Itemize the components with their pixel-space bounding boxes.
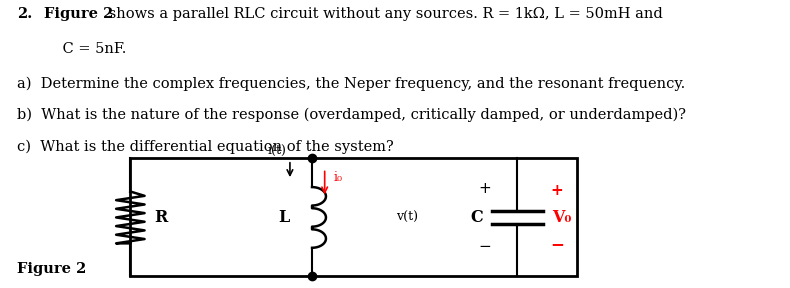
Text: c)  What is the differential equation of the system?: c) What is the differential equation of … xyxy=(17,140,394,154)
Text: b)  What is the nature of the response (overdamped, critically damped, or underd: b) What is the nature of the response (o… xyxy=(17,108,687,122)
Text: 2.: 2. xyxy=(17,7,32,21)
Text: a)  Determine the complex frequencies, the Neper frequency, and the resonant fre: a) Determine the complex frequencies, th… xyxy=(17,76,686,91)
Text: shows a parallel RLC circuit without any sources. R = 1kΩ, L = 50mH and: shows a parallel RLC circuit without any… xyxy=(104,7,663,21)
Text: C = 5nF.: C = 5nF. xyxy=(44,42,126,56)
Text: +: + xyxy=(478,181,491,196)
Text: L: L xyxy=(279,209,290,226)
Text: V₀: V₀ xyxy=(552,209,572,226)
Bar xyxy=(130,158,577,276)
Text: i(t): i(t) xyxy=(267,144,286,157)
Text: +: + xyxy=(551,183,563,198)
Text: −: − xyxy=(478,239,491,254)
Text: −: − xyxy=(551,235,565,253)
Text: Figure 2: Figure 2 xyxy=(44,7,114,21)
Text: R: R xyxy=(154,209,167,226)
Text: i₀: i₀ xyxy=(333,170,343,184)
Text: Figure 2: Figure 2 xyxy=(17,262,87,276)
Text: v(t): v(t) xyxy=(396,211,418,224)
Text: C: C xyxy=(470,209,483,226)
